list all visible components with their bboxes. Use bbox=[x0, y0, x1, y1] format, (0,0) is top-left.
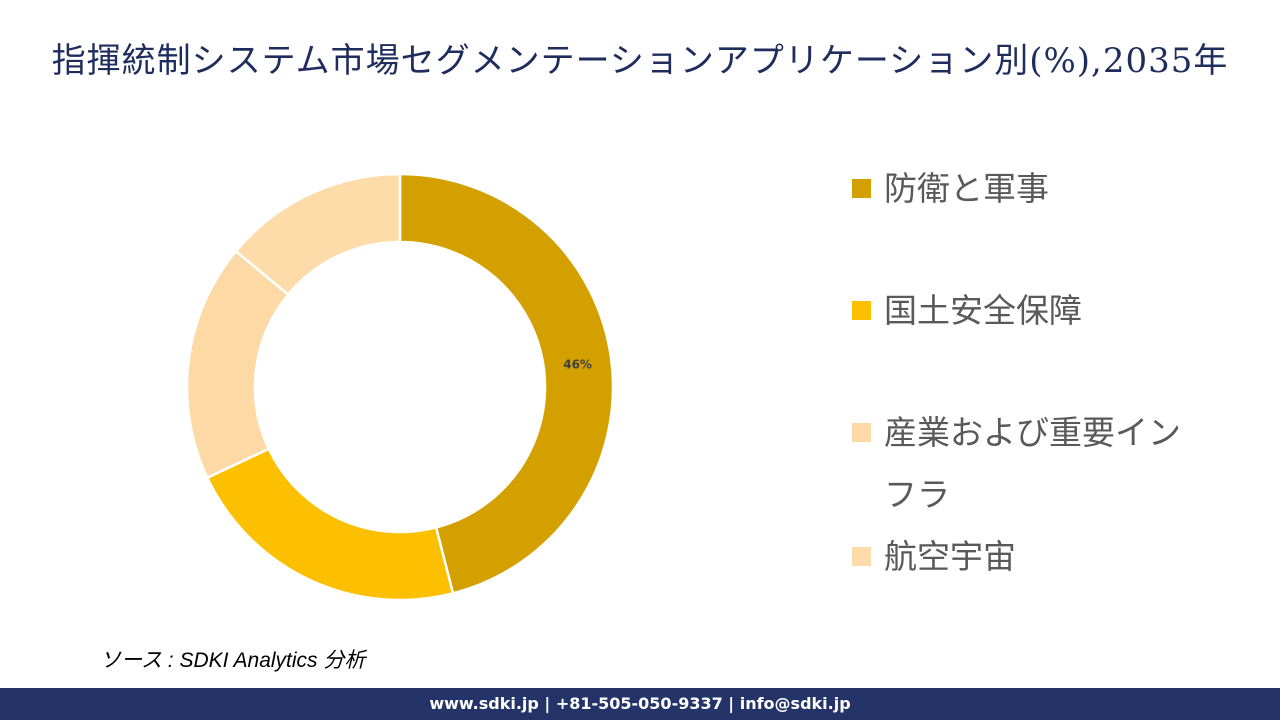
legend-item-aerospace: 航空宇宙 bbox=[852, 526, 1182, 588]
source-note: ソース : SDKI Analytics 分析 bbox=[100, 649, 366, 672]
legend-item-defense: 防衛と軍事 bbox=[852, 158, 1182, 220]
legend: 防衛と軍事 国土安全保障 産業および重要インフラ 航空宇宙 bbox=[852, 158, 1182, 588]
donut-segment bbox=[234, 172, 402, 297]
donut-segment bbox=[185, 249, 291, 480]
legend-swatch-icon bbox=[852, 547, 871, 566]
legend-label: 国土安全保障 bbox=[884, 291, 1082, 330]
footer-contact-bar: www.sdki.jp | +81-505-050-9337 | info@sd… bbox=[0, 688, 1280, 720]
donut-chart: 46% bbox=[180, 167, 620, 607]
legend-label: 航空宇宙 bbox=[884, 537, 1016, 576]
legend-swatch-icon bbox=[852, 301, 871, 320]
chart-title: 指揮統制システム市場セグメンテーションアプリケーション別(%),2035年 bbox=[51, 41, 1229, 81]
donut-segment bbox=[398, 172, 615, 595]
legend-label: 防衛と軍事 bbox=[884, 169, 1049, 208]
data-label: 46% bbox=[563, 358, 592, 372]
donut-segment bbox=[205, 447, 455, 602]
legend-label: 産業および重要インフラ bbox=[884, 413, 1181, 514]
legend-item-industrial-infrastructure: 産業および重要インフラ bbox=[852, 402, 1182, 526]
legend-swatch-icon bbox=[852, 179, 871, 198]
legend-swatch-icon bbox=[852, 423, 871, 442]
donut-chart-svg: 46% bbox=[185, 172, 615, 602]
legend-item-homeland-security: 国土安全保障 bbox=[852, 280, 1182, 342]
